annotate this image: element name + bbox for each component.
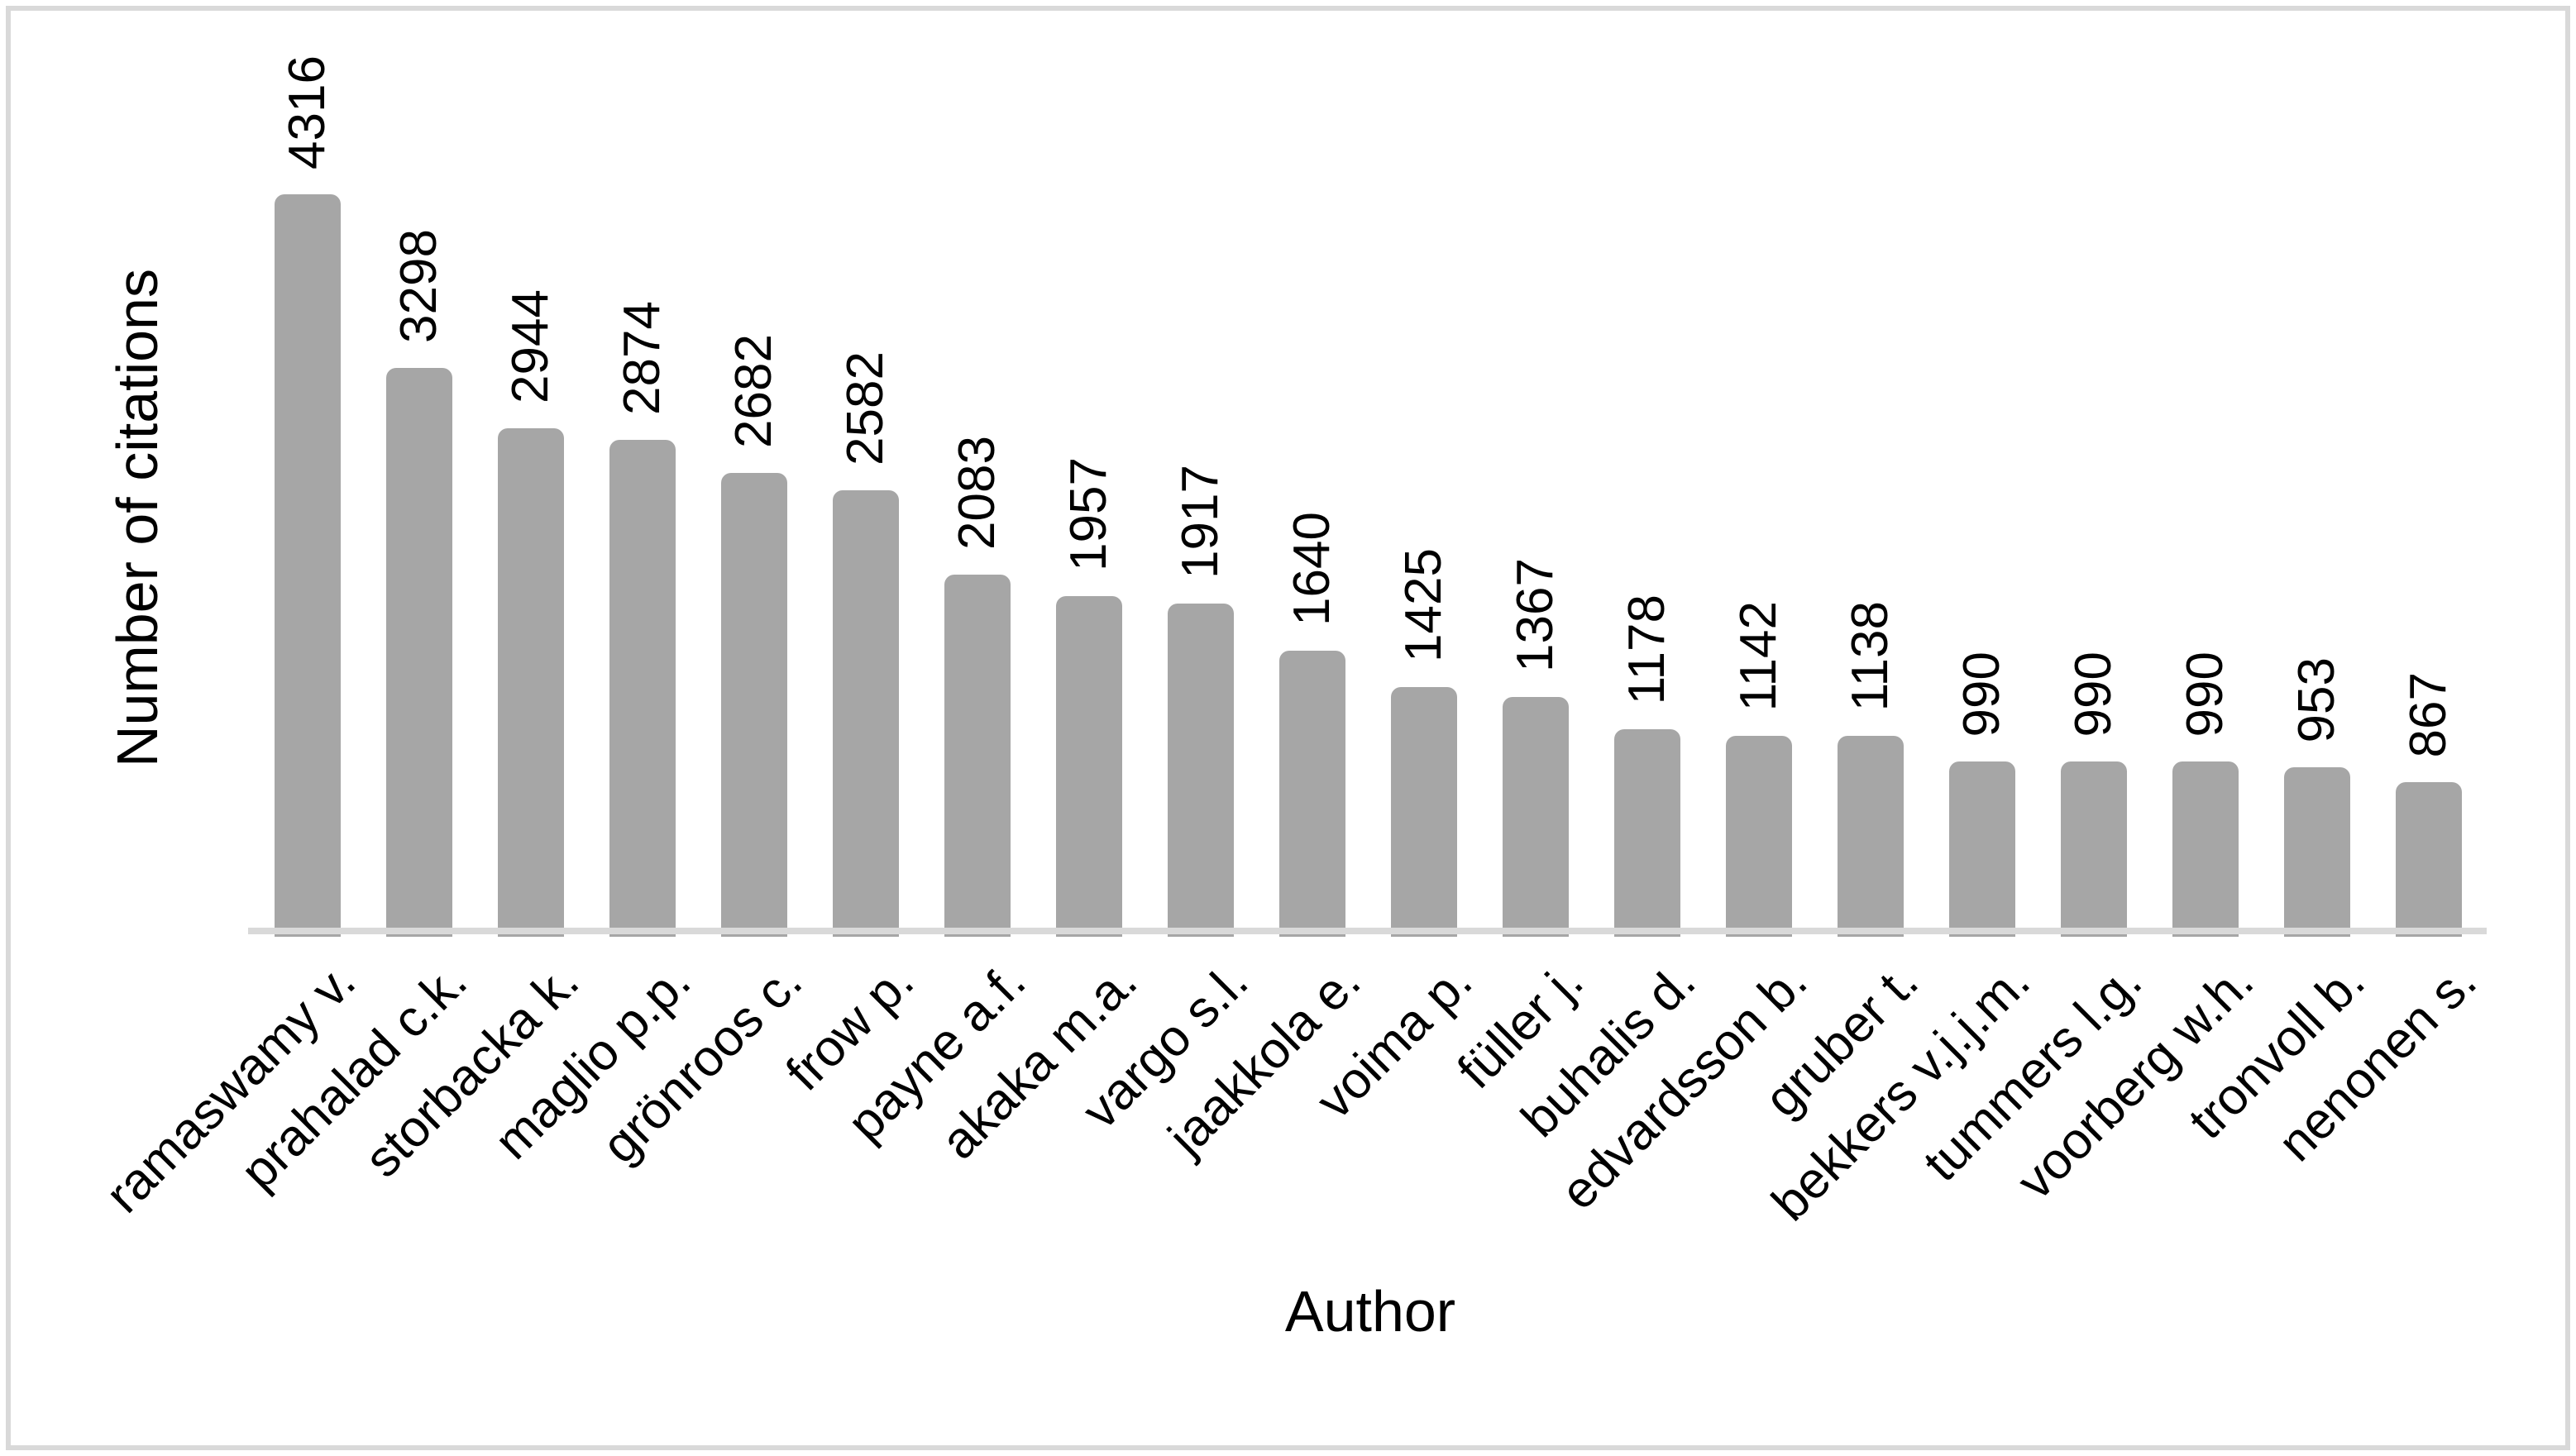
value-label: 1178 <box>1618 594 1675 704</box>
value-label-wrap: 2874 <box>593 301 692 415</box>
bar <box>1056 596 1122 937</box>
value-label: 1425 <box>1395 548 1452 662</box>
value-label-wrap: 4316 <box>258 55 357 169</box>
value-label-wrap: 2682 <box>705 334 804 448</box>
value-label: 1138 <box>1842 600 1899 711</box>
value-label-wrap: 990 <box>2156 652 2255 737</box>
value-label-wrap: 1178 <box>1598 594 1697 704</box>
value-label-wrap: 3298 <box>370 229 469 343</box>
value-label: 990 <box>2065 651 2122 737</box>
bar <box>1503 697 1569 937</box>
bar <box>721 473 787 937</box>
value-label: 1917 <box>1172 465 1229 579</box>
bar <box>1838 736 1904 937</box>
value-label: 4316 <box>279 55 336 169</box>
bar <box>944 575 1011 937</box>
x-axis-title: Author <box>1284 1279 1456 1344</box>
bar <box>2061 761 2127 937</box>
bar <box>275 194 341 937</box>
value-label-wrap: 2944 <box>481 289 581 403</box>
bar <box>386 368 452 937</box>
value-label: 1957 <box>1060 457 1117 571</box>
bar <box>1614 729 1680 937</box>
bar <box>2396 782 2462 937</box>
y-axis-title-wrap: Number of citations <box>98 248 177 789</box>
value-label: 2874 <box>614 301 671 415</box>
bar <box>498 428 564 937</box>
bar <box>1726 736 1792 937</box>
value-label-wrap: 990 <box>1933 652 2032 737</box>
value-label-wrap: 2582 <box>816 351 915 465</box>
value-label: 1367 <box>1507 558 1564 672</box>
value-label-wrap: 1957 <box>1039 457 1139 571</box>
x-axis-line <box>248 928 2487 934</box>
value-label-wrap: 2083 <box>928 436 1027 550</box>
bar <box>1279 651 1345 937</box>
value-label: 953 <box>2288 656 2345 742</box>
value-label: 1142 <box>1730 600 1787 711</box>
value-label-wrap: 1367 <box>1486 558 1585 672</box>
value-label-wrap: 953 <box>2268 657 2367 742</box>
value-label: 2083 <box>949 436 1006 550</box>
value-label: 990 <box>1953 651 2010 737</box>
value-label: 867 <box>2400 671 2457 757</box>
value-label: 3298 <box>390 229 447 343</box>
value-label: 2682 <box>725 334 782 448</box>
bar <box>2172 761 2239 937</box>
bar <box>1391 687 1457 937</box>
bar <box>1949 761 2015 937</box>
value-label-wrap: 1917 <box>1151 465 1250 579</box>
value-label: 2582 <box>837 351 894 465</box>
value-label: 990 <box>2177 651 2234 737</box>
bar <box>1168 604 1234 937</box>
value-label-wrap: 1425 <box>1374 548 1474 662</box>
bar <box>833 490 899 937</box>
value-label: 1640 <box>1283 512 1341 626</box>
value-label-wrap: 867 <box>2379 672 2478 757</box>
bar <box>2284 767 2350 937</box>
bar <box>609 440 676 937</box>
y-axis-title: Number of citations <box>105 269 170 768</box>
value-label: 2944 <box>502 289 559 403</box>
value-label-wrap: 1142 <box>1709 601 1809 711</box>
value-label-wrap: 1640 <box>1263 512 1362 626</box>
value-label-wrap: 990 <box>2044 652 2143 737</box>
value-label-wrap: 1138 <box>1821 601 1920 711</box>
